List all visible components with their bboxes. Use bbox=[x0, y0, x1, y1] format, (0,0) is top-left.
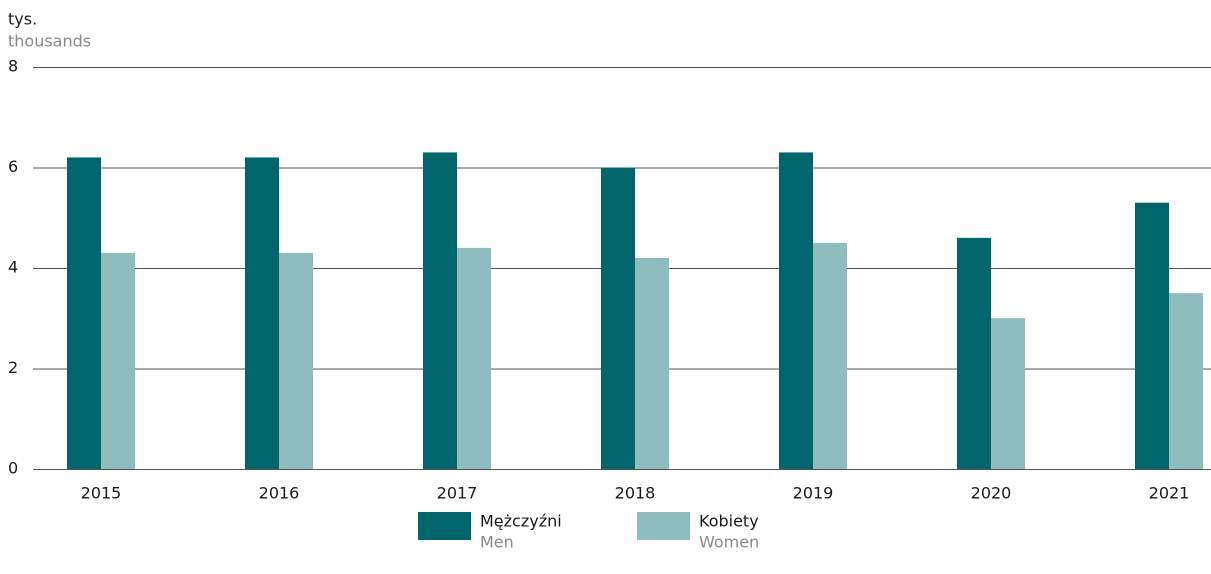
legend-swatch bbox=[418, 512, 471, 540]
y-tick-label: 0 bbox=[8, 459, 18, 478]
bar bbox=[957, 237, 991, 469]
x-tick-label: 2017 bbox=[437, 484, 478, 503]
legend-label: Kobiety bbox=[699, 512, 759, 531]
legend-swatch bbox=[637, 512, 690, 540]
bar bbox=[1135, 202, 1169, 470]
y-tick-label: 4 bbox=[8, 258, 18, 277]
bar bbox=[1169, 293, 1203, 469]
x-tick-label: 2015 bbox=[81, 484, 122, 503]
y-tick-label: 8 bbox=[8, 57, 18, 76]
x-tick-label: 2019 bbox=[793, 484, 834, 503]
bar bbox=[67, 157, 101, 469]
bar bbox=[813, 242, 847, 469]
x-tick-label: 2020 bbox=[971, 484, 1012, 503]
x-tick-label: 2016 bbox=[259, 484, 300, 503]
y-axis-label-en: thousands bbox=[8, 32, 91, 51]
legend-label-en: Women bbox=[699, 533, 759, 552]
bar bbox=[601, 167, 635, 469]
bar bbox=[423, 152, 457, 470]
bar bbox=[457, 247, 491, 469]
y-tick-label: 2 bbox=[8, 358, 18, 377]
legend-label: Mężczyźni bbox=[480, 512, 562, 531]
bar bbox=[101, 252, 135, 469]
bar bbox=[279, 252, 313, 469]
legend-label-en: Men bbox=[480, 533, 514, 552]
x-tick-label: 2021 bbox=[1149, 484, 1190, 503]
bar bbox=[245, 157, 279, 469]
bar bbox=[779, 152, 813, 470]
y-axis-label: tys. bbox=[8, 10, 37, 29]
x-tick-label: 2018 bbox=[615, 484, 656, 503]
y-tick-label: 6 bbox=[8, 157, 18, 176]
bar bbox=[635, 257, 669, 469]
bar bbox=[991, 318, 1025, 469]
